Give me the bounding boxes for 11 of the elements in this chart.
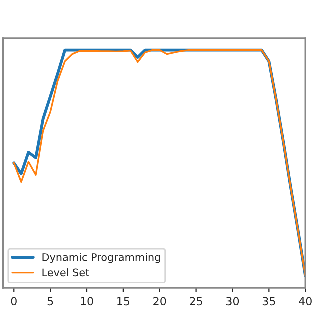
legend-label: Level Set xyxy=(42,268,90,277)
x-tick-label: 40 xyxy=(299,297,312,306)
x-tick-label: 10 xyxy=(81,297,94,306)
x-tick-label: 0 xyxy=(11,297,17,306)
x-tick-label: 30 xyxy=(226,297,240,306)
legend-label: Dynamic Programming xyxy=(42,253,160,264)
x-tick-label: 15 xyxy=(118,297,130,306)
x-tick-label: 5 xyxy=(48,297,54,306)
x-tick-label: 20 xyxy=(154,297,166,306)
x-tick-label: 25 xyxy=(190,297,202,306)
x-tick-label: 35 xyxy=(262,297,276,306)
